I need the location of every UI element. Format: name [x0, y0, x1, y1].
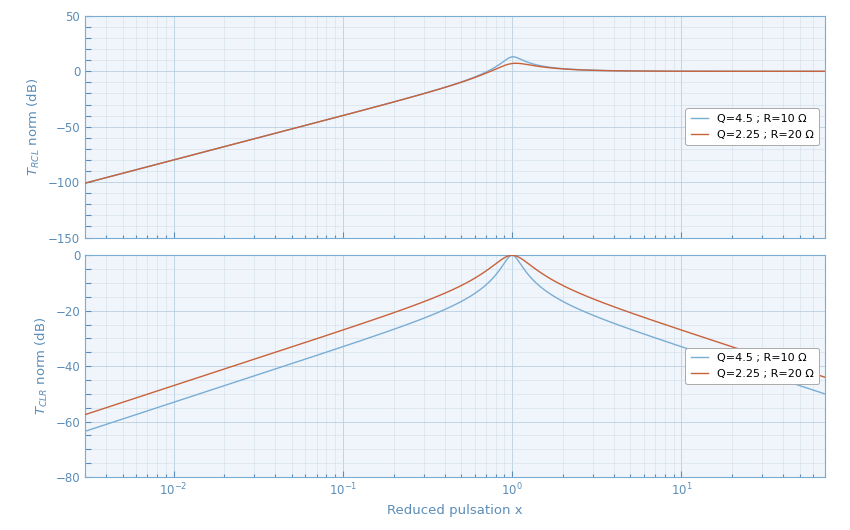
- Q=2.25 ; R=20 Ω: [725, 343, 735, 349]
- Legend: Q=4.5 ; R=10 Ω, Q=2.25 ; R=20 Ω: Q=4.5 ; R=10 Ω, Q=2.25 ; R=20 Ω: [685, 348, 819, 384]
- Q=2.25 ; R=20 Ω: [80, 411, 90, 418]
- Q=4.5 ; R=10 Ω: [819, 391, 830, 397]
- Q=4.5 ; R=10 Ω: [395, 324, 405, 330]
- Q=2.25 ; R=20 Ω: [805, 68, 815, 75]
- Q=4.5 ; R=10 Ω: [805, 68, 815, 75]
- Q=2.25 ; R=20 Ω: [395, 307, 405, 313]
- Q=4.5 ; R=10 Ω: [364, 105, 374, 112]
- Q=4.5 ; R=10 Ω: [164, 158, 174, 164]
- Q=4.5 ; R=10 Ω: [164, 401, 174, 407]
- Line: Q=4.5 ; R=10 Ω: Q=4.5 ; R=10 Ω: [85, 57, 824, 183]
- Q=4.5 ; R=10 Ω: [805, 386, 815, 392]
- Legend: Q=4.5 ; R=10 Ω, Q=2.25 ; R=20 Ω: Q=4.5 ; R=10 Ω, Q=2.25 ; R=20 Ω: [685, 109, 819, 145]
- Q=4.5 ; R=10 Ω: [80, 428, 90, 435]
- Q=2.25 ; R=20 Ω: [208, 146, 218, 153]
- Q=2.25 ; R=20 Ω: [364, 318, 374, 324]
- Line: Q=4.5 ; R=10 Ω: Q=4.5 ; R=10 Ω: [85, 255, 824, 431]
- Q=4.5 ; R=10 Ω: [208, 146, 218, 153]
- Y-axis label: $T_{RCL}$ norm (dB): $T_{RCL}$ norm (dB): [26, 77, 42, 176]
- Q=2.25 ; R=20 Ω: [805, 369, 815, 376]
- Q=4.5 ; R=10 Ω: [80, 180, 90, 187]
- Q=4.5 ; R=10 Ω: [208, 386, 218, 393]
- Q=2.25 ; R=20 Ω: [208, 369, 218, 376]
- Q=2.25 ; R=20 Ω: [511, 60, 521, 66]
- X-axis label: Reduced pulsation x: Reduced pulsation x: [387, 504, 523, 517]
- Q=2.25 ; R=20 Ω: [507, 252, 517, 259]
- Q=2.25 ; R=20 Ω: [80, 180, 90, 187]
- Q=4.5 ; R=10 Ω: [507, 252, 517, 259]
- Q=2.25 ; R=20 Ω: [819, 374, 830, 380]
- Q=2.25 ; R=20 Ω: [364, 105, 374, 112]
- Line: Q=2.25 ; R=20 Ω: Q=2.25 ; R=20 Ω: [85, 255, 824, 414]
- Q=4.5 ; R=10 Ω: [508, 54, 518, 60]
- Y-axis label: $T_{CLR}$ norm (dB): $T_{CLR}$ norm (dB): [34, 317, 50, 416]
- Q=4.5 ; R=10 Ω: [364, 335, 374, 341]
- Q=2.25 ; R=20 Ω: [164, 158, 174, 164]
- Q=2.25 ; R=20 Ω: [395, 97, 405, 103]
- Q=4.5 ; R=10 Ω: [725, 68, 735, 75]
- Q=4.5 ; R=10 Ω: [395, 97, 405, 103]
- Q=2.25 ; R=20 Ω: [164, 384, 174, 390]
- Line: Q=2.25 ; R=20 Ω: Q=2.25 ; R=20 Ω: [85, 63, 824, 183]
- Q=2.25 ; R=20 Ω: [819, 68, 830, 75]
- Q=4.5 ; R=10 Ω: [819, 68, 830, 75]
- Q=4.5 ; R=10 Ω: [725, 360, 735, 366]
- Q=2.25 ; R=20 Ω: [725, 68, 735, 75]
